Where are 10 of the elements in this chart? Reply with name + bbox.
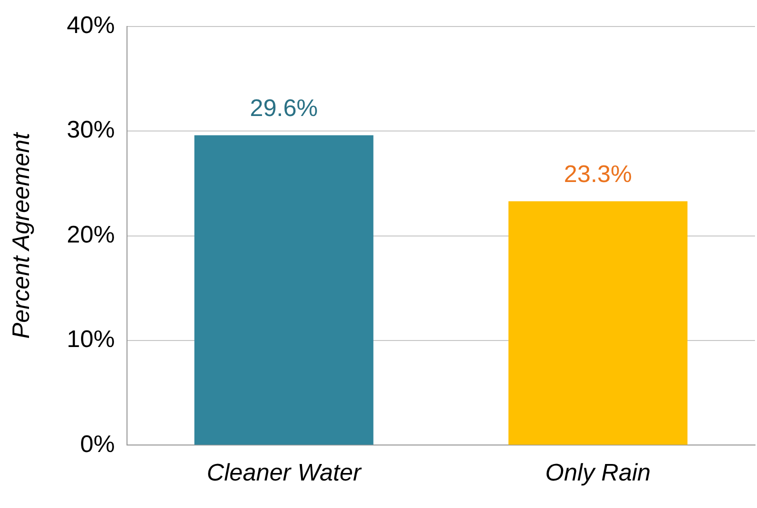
y-tick-label: 10% xyxy=(66,326,115,354)
y-tick-label: 20% xyxy=(66,221,115,248)
y-tick-label: 40% xyxy=(66,12,115,40)
x-tick-label: Only Rain xyxy=(545,459,651,486)
y-tick-label: 30% xyxy=(66,116,115,144)
data-label: 29.6% xyxy=(250,94,318,122)
x-tick-label: Cleaner Water xyxy=(206,459,362,486)
data-label: 23.3% xyxy=(564,160,632,188)
y-tick-label: 0% xyxy=(80,430,115,458)
y-axis-title: Percent Agreement xyxy=(8,132,36,339)
